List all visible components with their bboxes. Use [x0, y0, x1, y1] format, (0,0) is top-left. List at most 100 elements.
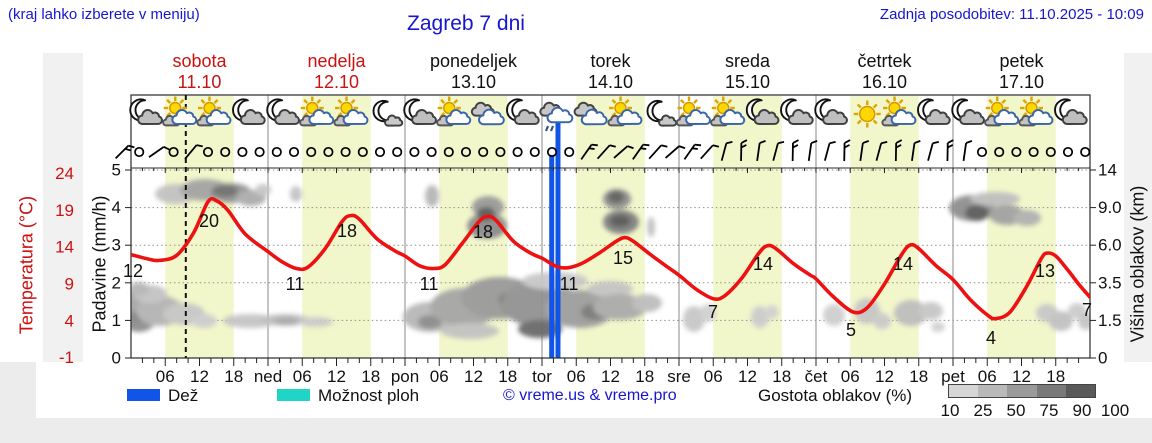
cloud-shape [308, 109, 335, 125]
time-label: 12 [738, 367, 757, 386]
cloud-blob [632, 294, 662, 312]
time-label: ned [254, 367, 282, 386]
cloud-blob [965, 205, 989, 221]
rain-drop [544, 125, 550, 132]
wind-barb-feather [128, 144, 135, 149]
weather-icon-moon-cloud [232, 98, 266, 125]
wind-barb-shaft [580, 144, 593, 160]
sun-ray [453, 99, 459, 104]
cloud-blob [425, 185, 439, 207]
sun-ray [856, 119, 862, 125]
weather-icon-sun-cloud [1018, 96, 1054, 127]
density-gradient-segment [1007, 385, 1037, 397]
wind-barb-feather [678, 145, 686, 150]
temp-tick-label: -1 [59, 348, 74, 367]
wind-calm-icon [220, 146, 231, 158]
wind-calm-icon [1011, 146, 1022, 158]
sun-ray [200, 99, 206, 104]
wind-barb-shaft [875, 143, 882, 161]
cloud-blob [587, 281, 633, 297]
density-gradient-value: 90 [1072, 401, 1092, 420]
rain-legend-swatch [127, 389, 160, 401]
moon-shape [646, 99, 663, 123]
temp-value-label: 11 [286, 274, 305, 294]
cloud-blob [700, 304, 716, 322]
cloud-blob [1078, 312, 1090, 330]
wind-calm-icon [1062, 146, 1074, 158]
wind-barb-feather [792, 144, 799, 149]
wind-barb-feather [844, 139, 851, 144]
sun-ray [885, 99, 891, 104]
cloud-blob [441, 323, 499, 339]
wind-barb-shaft [859, 142, 864, 162]
temp-tick-label: 14 [55, 238, 74, 257]
wind-barb-shaft [824, 143, 831, 161]
cloud-blob [418, 315, 442, 329]
cloud-shape [1027, 109, 1054, 125]
wind-barb-icon [875, 140, 888, 161]
cloud-blob [919, 302, 943, 320]
wind-calm-icon [288, 146, 300, 158]
sun-ray [179, 99, 185, 104]
cloud-blob [610, 215, 630, 227]
wind-barb-feather [914, 140, 921, 144]
time-label: tor [532, 367, 552, 386]
wind-barb-shaft [700, 144, 714, 160]
time-label: pon [391, 367, 419, 386]
copyright-link[interactable]: © vreme.us & vreme.pro [503, 387, 677, 404]
sun-ray [1001, 99, 1007, 104]
cloud-blob [854, 298, 880, 324]
wind-barb-feather [792, 139, 799, 144]
weather-icon-sun-cloud [984, 96, 1020, 127]
wind-barb-icon [665, 145, 686, 159]
day-name: ponedeljek [430, 51, 518, 71]
cloud-blob [970, 192, 1020, 206]
weather-icon-cloudy [470, 101, 505, 126]
time-label: 18 [498, 367, 517, 386]
wind-calm-icon [409, 146, 420, 158]
cloud-blob [522, 272, 588, 290]
wind-barb-feather [627, 145, 634, 150]
showers-legend-label: Možnost ploh [318, 386, 420, 405]
weather-icon-moon-cloud [1054, 98, 1088, 125]
cloud-shape [753, 109, 780, 125]
temp-value-label: 12 [123, 261, 143, 281]
wind-barb-shaft [772, 143, 779, 161]
density-gradient-value: 75 [1039, 401, 1059, 420]
cloud-shape [239, 109, 266, 125]
sun-ray [872, 103, 878, 109]
cloud-shape [513, 109, 540, 125]
day-name: petek [999, 51, 1044, 71]
wind-barb-feather [895, 139, 903, 144]
precip-tick-label: 4 [112, 198, 121, 217]
temp-tick-label: 9 [65, 275, 74, 294]
cloud-shape [658, 114, 678, 127]
km-tick-label: 1.5 [1098, 311, 1122, 330]
wind-barb-feather [895, 144, 902, 149]
wind-calm-icon [1045, 146, 1056, 158]
precip-tick-label: 5 [112, 161, 121, 180]
temp-value-label: 15 [613, 248, 633, 268]
cloud-shape [616, 109, 643, 125]
wind-barb-shaft [613, 145, 629, 159]
cloud-shape [890, 109, 917, 125]
temp-value-label: 11 [560, 274, 579, 294]
km-tick-label: 9.0 [1098, 198, 1122, 217]
wind-barb-icon [648, 144, 668, 160]
density-gradient-segment [978, 385, 1008, 397]
time-label: 12 [875, 367, 894, 386]
cloud-shape [342, 109, 369, 125]
weather-icon-moon-cloud [129, 98, 163, 125]
density-gradient-value: 100 [1100, 401, 1130, 420]
weather-icon-moon-cloud [780, 98, 814, 125]
time-label: 12 [327, 367, 346, 386]
temp-value-label: 11 [420, 274, 439, 294]
moon-shape [372, 99, 389, 123]
cloud-blob [255, 184, 271, 196]
cloud-shape [171, 109, 198, 125]
wind-calm-icon [340, 146, 351, 158]
weather-icon-sun-cloud [196, 96, 232, 127]
wind-barb-shaft [756, 142, 761, 162]
wind-barb-feather [726, 140, 733, 145]
